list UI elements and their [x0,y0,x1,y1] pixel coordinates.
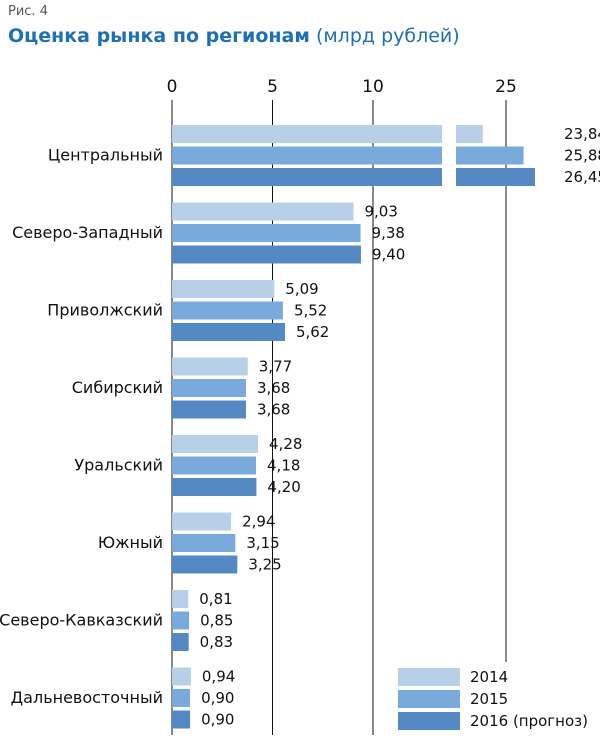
bar [172,168,442,186]
bar [172,512,232,531]
data-label: 0,94 [202,668,235,686]
legend-label: 2016 (прогноз) [470,712,588,730]
data-label: 0,83 [200,633,233,651]
bar [172,280,275,298]
chart-title-row: Оценка рынка по регионам (млрд рублей) [8,25,460,47]
data-label: 3,77 [259,358,292,376]
chart-title-unit: (млрд рублей) [315,25,460,47]
data-label: 3,25 [248,556,281,574]
x-tick-label: 0 [167,77,178,97]
category-label: Центральный [48,146,163,165]
bar [172,202,354,221]
figure-label: Рис. 4 [8,4,48,19]
data-label: 0,90 [201,711,234,729]
bar [456,168,535,186]
legend-swatch [398,690,460,708]
data-label: 5,52 [294,302,327,320]
bar [172,301,283,320]
data-label: 25,88 [564,147,600,165]
bar [172,710,191,729]
bar [172,435,259,453]
bar [172,224,361,242]
bar [172,456,257,475]
bar [172,689,191,707]
data-label: 5,09 [285,280,318,298]
category-label: Южный [98,533,163,552]
data-label: 0,85 [200,612,233,630]
bar [172,357,248,376]
data-label: 9,38 [372,224,405,242]
data-label: 9,03 [365,203,398,221]
category-label: Северо-Западный [12,223,163,242]
bar [172,323,285,341]
bar [172,633,189,651]
data-label: 5,62 [296,323,329,341]
bar [172,534,236,552]
category-label: Приволжский [47,301,163,320]
data-label: 26,45 [564,168,600,186]
bar [172,555,238,574]
x-tick-label: 10 [362,77,384,97]
data-label: 9,40 [372,246,405,264]
bar [172,146,442,165]
legend-swatch [398,712,460,730]
legend-label: 2015 [470,690,508,708]
category-label: Сибирский [72,378,163,397]
data-label: 3,68 [257,401,290,419]
category-label: Северо-Кавказский [0,611,163,630]
data-label: 3,68 [257,379,290,397]
bar [172,400,246,419]
bar [172,667,191,686]
data-label: 0,81 [199,590,232,608]
bar [456,125,483,143]
legend-label: 2014 [470,668,508,686]
bar [172,611,190,630]
bar [172,125,442,143]
data-label: 2,94 [242,513,275,531]
bar [172,379,246,397]
x-tick-label: 5 [267,77,278,97]
data-label: 3,15 [246,534,279,552]
data-label: 4,18 [267,457,300,475]
bar [456,146,524,165]
data-label: 23,84 [564,125,600,143]
chart-title: Оценка рынка по регионам [8,25,310,47]
category-label: Дальневосточный [11,688,163,707]
data-label: 4,28 [269,435,302,453]
data-label: 4,20 [267,478,300,496]
category-label: Уральский [74,456,163,475]
legend-swatch [398,668,460,686]
bar [172,478,257,496]
data-label: 0,90 [201,689,234,707]
bar [172,590,189,608]
x-tick-label: 25 [495,77,517,97]
bar [172,245,361,264]
